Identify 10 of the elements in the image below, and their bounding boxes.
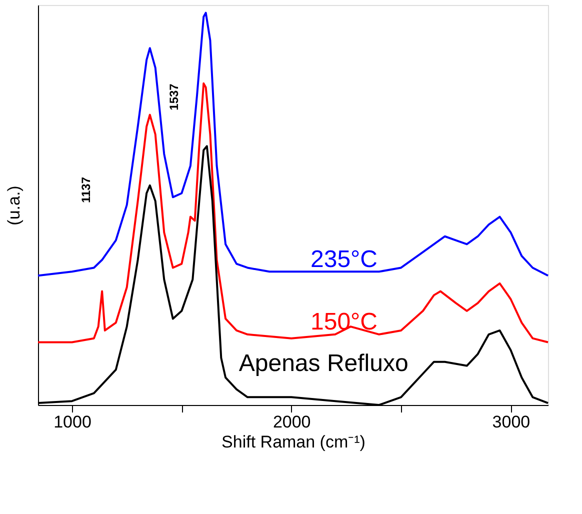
x-tick-label: 3000 [492, 412, 530, 432]
series-label: Apenas Refluxo [238, 350, 408, 377]
series-label: 150°C [310, 308, 378, 336]
x-tick-label: 1000 [54, 412, 92, 432]
x-tick-label: 2000 [272, 412, 311, 432]
series-label: 235°C [310, 246, 378, 273]
annotation: 1537 [167, 83, 181, 110]
x-axis-title: Shift Raman (cm⁻¹) [222, 432, 366, 452]
y-axis-title: (u.a.) [4, 186, 24, 226]
annotation: 1137 [79, 176, 93, 204]
